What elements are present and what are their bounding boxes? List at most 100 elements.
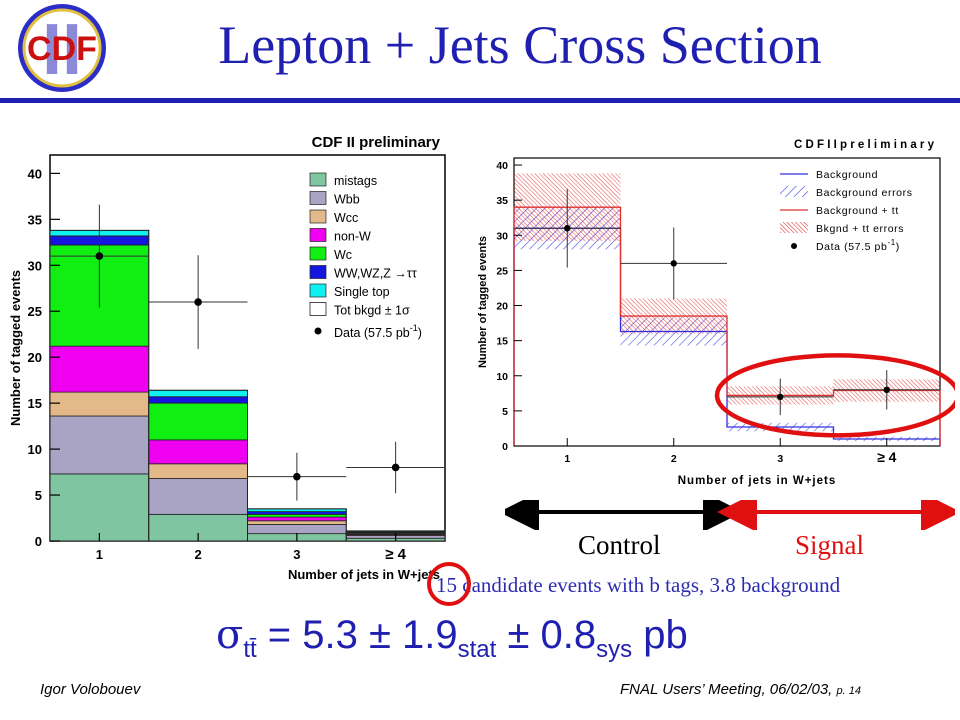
x-tick-label: 1 <box>96 547 103 562</box>
data-point <box>391 463 400 472</box>
bar-wcc-2 <box>148 463 248 479</box>
legend-swatch <box>309 302 327 316</box>
footer-meeting: FNAL Users’ Meeting, 06/02/03, p. 14 <box>620 681 861 698</box>
chart-title: CDF II preliminary <box>312 134 441 151</box>
y-tick-label: 40 <box>28 166 42 181</box>
signal-label: Signal <box>795 530 865 560</box>
control-label: Control <box>578 530 661 560</box>
y-tick-label: 10 <box>28 442 42 457</box>
x-axis-label: Number of jets in W+jets <box>288 567 440 582</box>
legend-label: Wcc <box>334 211 358 225</box>
bar-wbb-1 <box>49 415 150 475</box>
candidate-events-text: 15 candidate events with b tags, 3.8 bac… <box>436 573 841 597</box>
bar-nonw-1 <box>49 345 150 393</box>
x-tick-label: 3 <box>293 547 300 562</box>
y-axis-label: Number of tagged events <box>477 236 489 368</box>
y-tick-label: 30 <box>28 258 42 273</box>
y-tick-label: 25 <box>496 265 508 277</box>
formula-value: = 5.3 ± 1.9 <box>256 613 458 657</box>
legend-swatch <box>309 283 327 298</box>
bar-wwwzz-2 <box>148 396 248 404</box>
data-point <box>194 298 202 306</box>
svg-text:II: II <box>42 10 82 90</box>
data-point <box>670 260 677 267</box>
y-tick-label: 15 <box>28 396 42 411</box>
legend-swatch-bkg-err <box>780 186 808 197</box>
y-tick-label: 0 <box>35 534 42 549</box>
bar-wcc-3 <box>247 520 347 525</box>
bar-wcc-1 <box>49 391 150 417</box>
y-tick-label: 15 <box>496 336 508 348</box>
footer-meeting-text: FNAL Users’ Meeting, 06/02/03, <box>620 681 833 698</box>
legend-swatch <box>309 191 327 205</box>
x-tick-label: ≥ 4 <box>385 546 406 563</box>
region-arrows <box>505 500 955 530</box>
title-divider <box>0 98 960 103</box>
footer-author: Igor Volobouev <box>40 681 141 698</box>
bar-mistags-1 <box>49 473 150 542</box>
y-tick-label: 25 <box>28 304 42 319</box>
bar-single-2 <box>148 389 248 398</box>
y-tick-label: 20 <box>28 350 42 365</box>
bar-wwwzz-3 <box>247 511 347 515</box>
chart-title: C D F I I p r e l i m i n a r y <box>794 139 935 151</box>
bar-wc-3 <box>247 513 347 518</box>
y-tick-label: 40 <box>496 160 508 172</box>
bar-wbb-3 <box>247 524 347 535</box>
cdf-logo: II CDF <box>4 2 116 98</box>
y-axis-label: Number of tagged events <box>8 270 23 426</box>
histogram-chart: C D F I I p r e l i m i n a r y 0 5 10 15 20 2… <box>477 139 955 487</box>
legend-label: Background errors <box>816 187 913 199</box>
legend-label: Data (57.5 pb-1) <box>334 323 422 340</box>
data-point <box>293 472 301 481</box>
svg-text:CDF: CDF <box>27 30 97 68</box>
legend-swatch-signal-err <box>780 222 808 233</box>
bar-nonw-3 <box>247 516 347 522</box>
x-tick-label: 2 <box>195 547 202 562</box>
formula-sys-value: ± 0.8 <box>496 613 597 657</box>
x-tick-label: ≥ 4 <box>877 449 897 465</box>
y-tick-label: 5 <box>35 488 42 503</box>
data-point <box>883 386 890 394</box>
bar-wc-2 <box>148 402 248 441</box>
formula-unit: pb <box>632 613 688 657</box>
highlight-circle-15 <box>427 562 471 606</box>
y-tick-label: 10 <box>496 371 508 383</box>
bar-wbb-2 <box>148 478 248 515</box>
legend-label: Background <box>816 169 878 181</box>
footer-page: p. 14 <box>836 685 861 697</box>
sigma-symbol: σ <box>216 612 244 658</box>
x-tick-label: 2 <box>671 453 677 465</box>
x-axis-label: Number of jets in W+jets <box>678 475 837 487</box>
legend-label: non-W <box>334 230 371 244</box>
y-tick-label: 35 <box>496 195 508 207</box>
legend-data-marker <box>791 243 797 249</box>
legend-swatch <box>309 172 327 187</box>
legend-swatch <box>309 209 327 224</box>
legend-label: Background + tt <box>816 205 899 217</box>
bar-nonw-2 <box>148 439 248 465</box>
data-point <box>777 393 784 401</box>
legend-label: Wbb <box>334 193 360 207</box>
y-tick-label: 5 <box>502 406 508 418</box>
legend-swatch <box>309 228 327 242</box>
x-tick-label: 1 <box>564 453 570 465</box>
formula-sys: sys <box>596 636 633 663</box>
data-point <box>564 225 571 232</box>
legend-label: Single top <box>334 285 390 299</box>
signal-highlight-ellipse <box>714 353 955 438</box>
cross-section-formula: σtt̄ = 5.3 ± 1.9stat ± 0.8sys pb <box>216 612 688 664</box>
y-tick-label: 35 <box>28 212 42 227</box>
legend-swatch <box>309 265 327 279</box>
legend-label: Bkgnd + tt errors <box>816 223 904 235</box>
legend-label: Data (57.5 pb-1) <box>816 238 900 253</box>
legend-data-marker <box>314 327 322 335</box>
legend-label: WW,WZ,Z →ττ <box>334 267 417 281</box>
legend-label: Wc <box>334 248 352 262</box>
stacked-bar-chart: CDF II preliminary 0 5 10 15 20 25 30 35 40 1 2 3 ≥ 4… <box>8 134 446 582</box>
y-tick-label: 30 <box>496 230 508 242</box>
x-tick-label: 3 <box>777 453 783 465</box>
slide-title: Lepton + Jets Cross Section <box>218 15 822 75</box>
legend-swatch <box>309 246 327 261</box>
legend-label: Tot bkgd ± 1σ <box>334 304 410 318</box>
